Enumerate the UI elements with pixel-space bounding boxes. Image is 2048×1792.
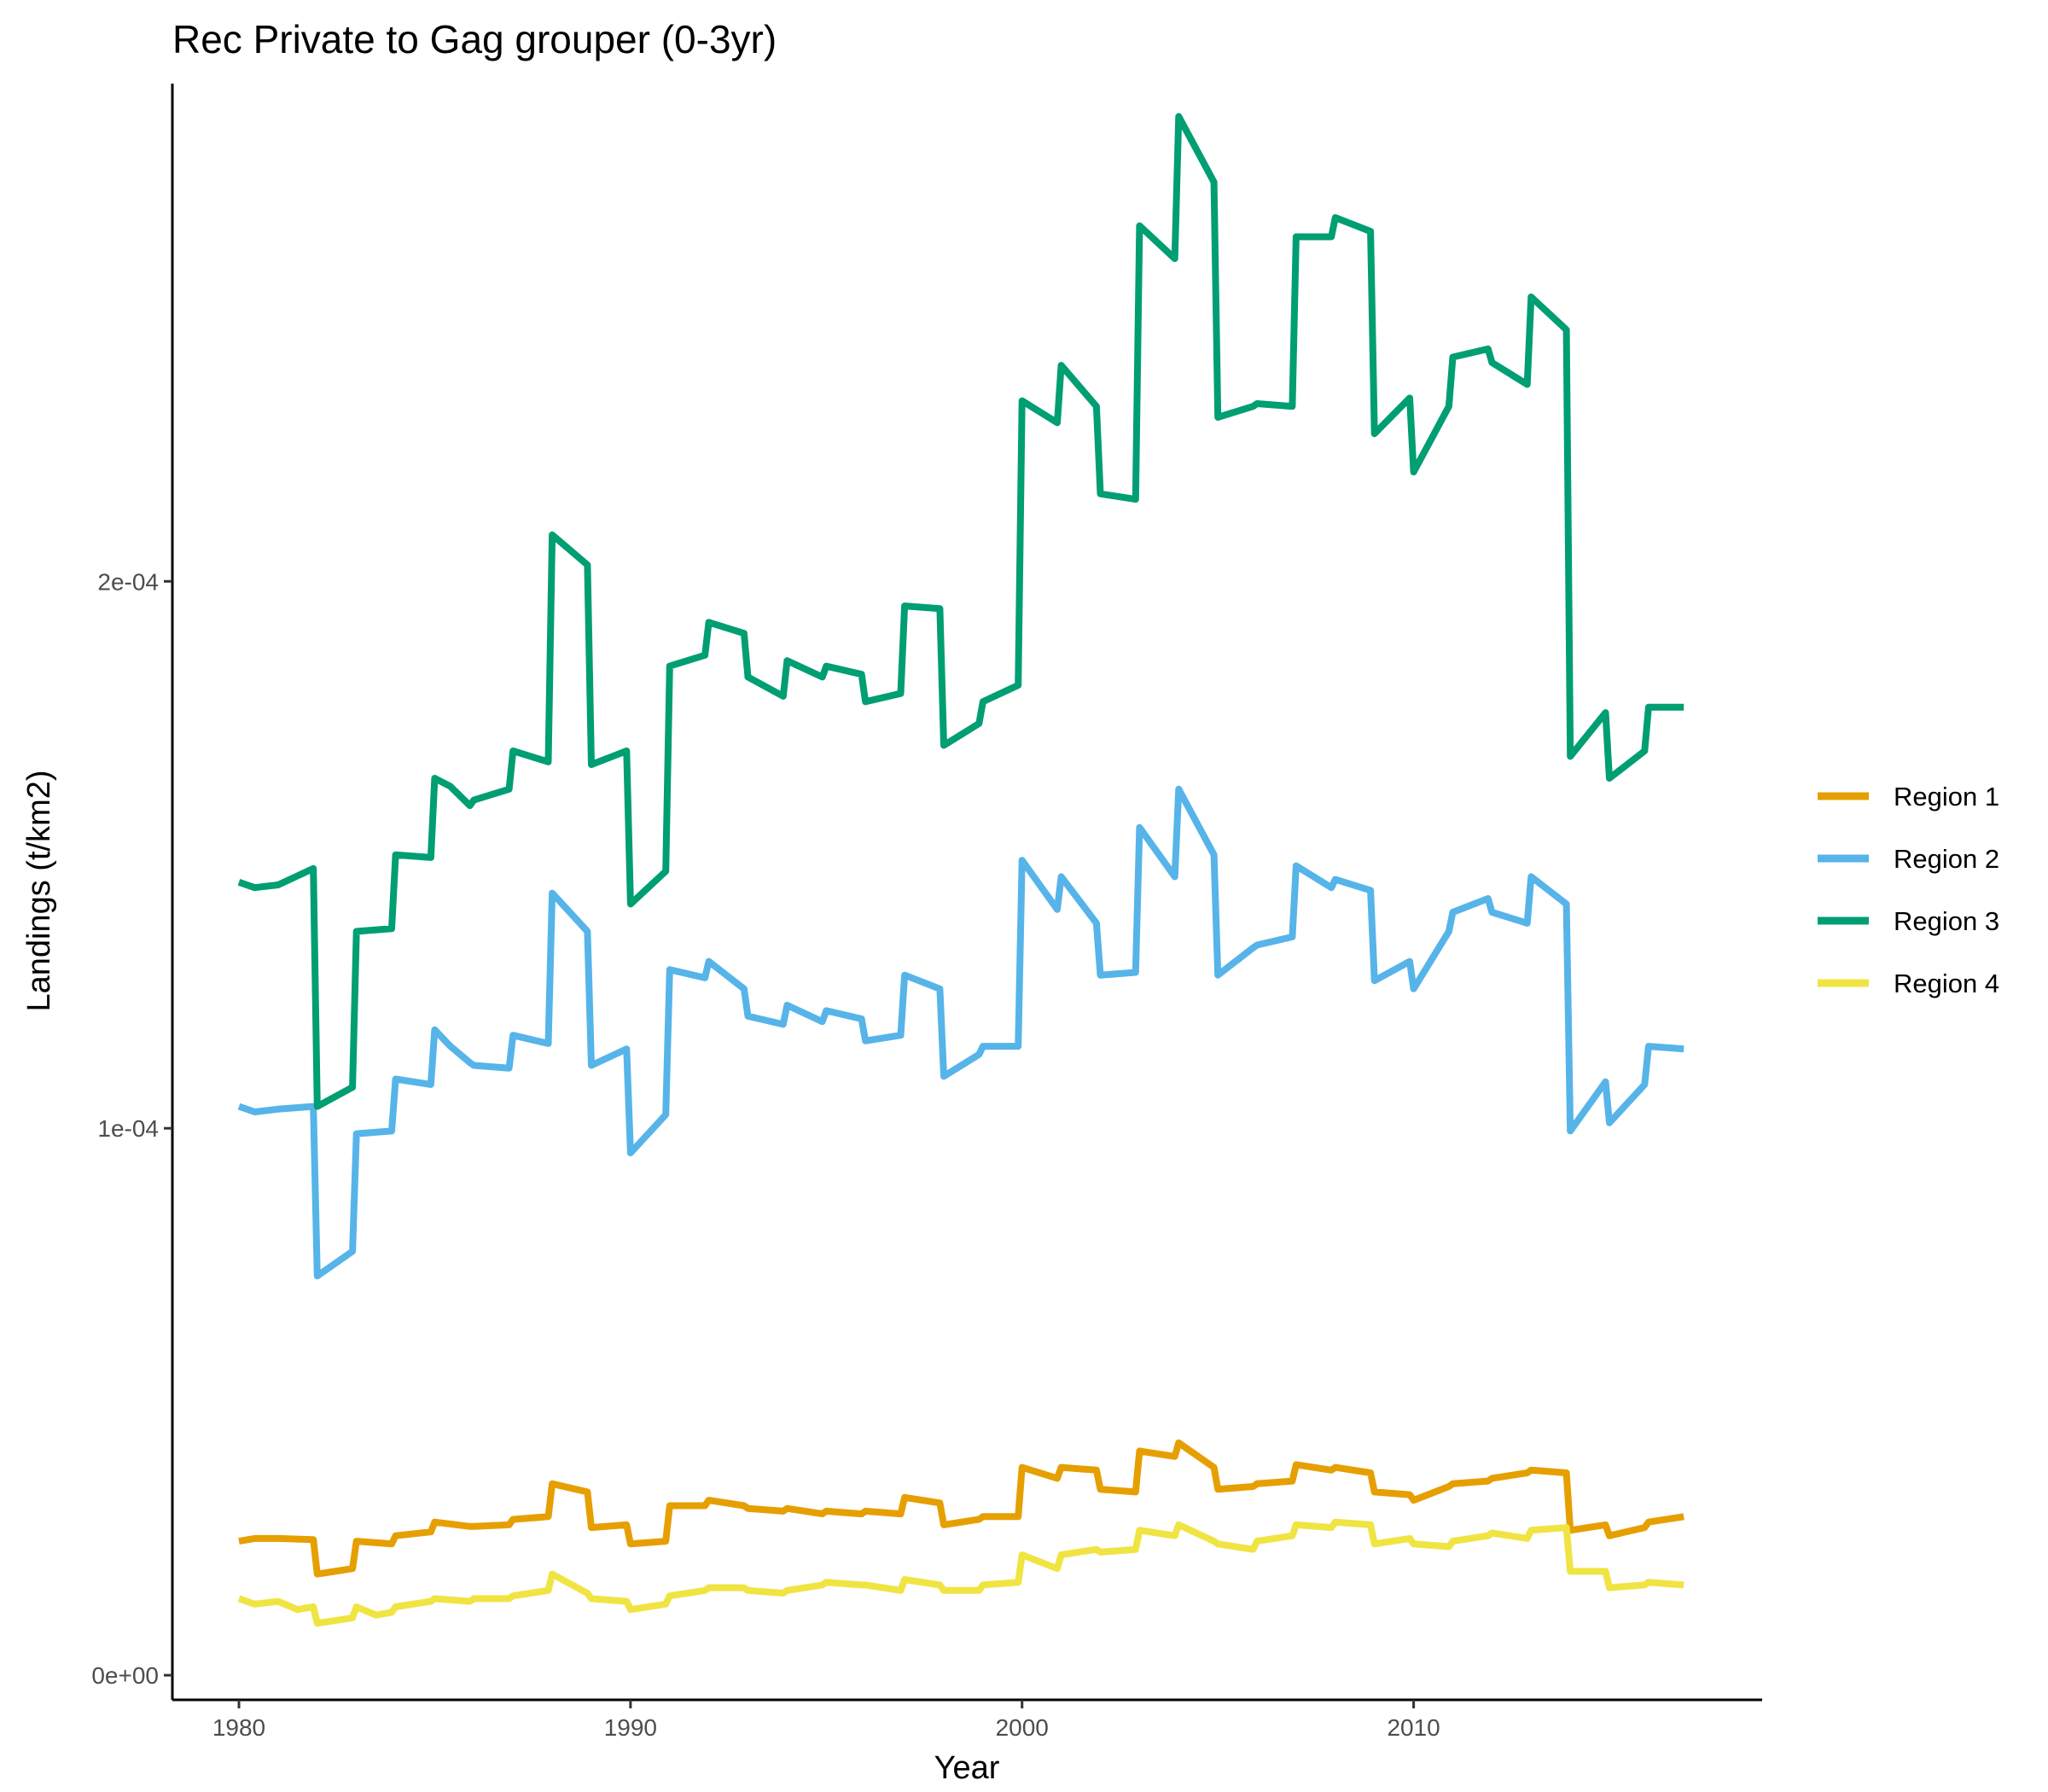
x-axis-ticks: 1980 1990 2000 2010 xyxy=(212,1700,1440,1741)
x-tick-label: 2010 xyxy=(1387,1714,1440,1741)
y-tick-label: 0e+00 xyxy=(91,1662,159,1689)
y-tick-label: 2e-04 xyxy=(97,568,159,595)
y-tick-label: 1e-04 xyxy=(97,1115,159,1142)
legend-label-region-1: Region 1 xyxy=(1894,782,1999,812)
x-axis-title: Year xyxy=(934,1750,1000,1786)
x-tick-label: 1990 xyxy=(604,1714,657,1741)
series-line-region-1 xyxy=(238,1439,1684,1578)
y-axis-title: Landings (t/km2) xyxy=(21,770,57,1011)
plot-lines xyxy=(237,113,1684,1627)
series-line-region-4 xyxy=(237,1518,1684,1627)
x-tick-label: 1980 xyxy=(212,1714,265,1741)
chart-title: Rec Private to Gag grouper (0-3yr) xyxy=(172,17,777,61)
y-axis-ticks: 0e+00 1e-04 2e-04 xyxy=(91,568,172,1689)
legend-label-region-2: Region 2 xyxy=(1894,844,1999,874)
x-tick-label: 2000 xyxy=(996,1714,1049,1741)
legend-label-region-4: Region 4 xyxy=(1894,969,1999,998)
series-line-region-3 xyxy=(237,113,1684,1110)
legend-label-region-3: Region 3 xyxy=(1894,906,1999,936)
legend: Region 1 Region 2 Region 3 Region 4 xyxy=(1818,782,1999,998)
series-line-region-2 xyxy=(237,785,1684,1280)
